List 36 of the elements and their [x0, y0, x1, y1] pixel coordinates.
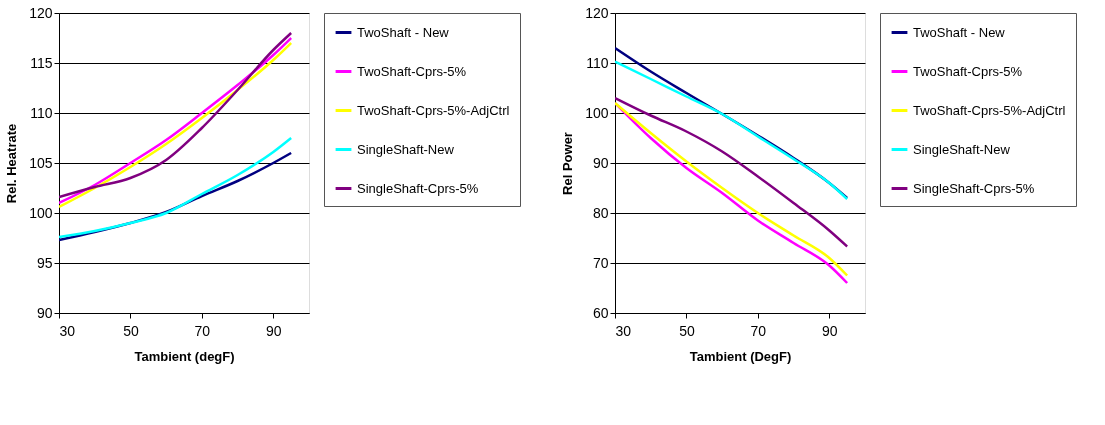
y-tick-label: 60: [592, 304, 609, 321]
x-tick-label: 30: [615, 322, 632, 339]
y-tick-label: 120: [29, 4, 53, 21]
legend-label: TwoShaft - New: [913, 24, 1006, 40]
y-tick-label: 70: [592, 254, 609, 271]
x-tick-label: 90: [822, 322, 838, 339]
y-tick-label: 115: [30, 54, 53, 71]
x-tick-label: 50: [123, 322, 139, 339]
y-tick-label: 100: [29, 204, 53, 221]
x-tick-label: 50: [679, 322, 695, 339]
legend-label: SingleShaft-New: [913, 141, 1011, 157]
legend-label: SingleShaft-Cprs-5%: [913, 180, 1035, 196]
x-tick-label: 70: [750, 322, 767, 339]
legend-label: TwoShaft-Cprs-5%-AdjCtrl: [913, 102, 1066, 118]
legend-label: TwoShaft-Cprs-5%: [357, 63, 467, 79]
y-tick-label: 80: [592, 204, 609, 221]
y-tick-label: 110: [586, 54, 609, 71]
y-axis-title: Rel. Heatrate: [4, 123, 20, 204]
legend-label: SingleShaft-New: [357, 141, 455, 157]
x-tick-label: 90: [266, 322, 282, 339]
y-tick-label: 110: [30, 104, 53, 121]
x-tick-label: 70: [194, 322, 211, 339]
x-axis-title: Tambient (degF): [134, 348, 235, 364]
x-axis-title: Tambient (DegF): [689, 348, 792, 364]
x-tick-label: 30: [59, 322, 76, 339]
legend-label: SingleShaft-Cprs-5%: [357, 180, 479, 196]
y-tick-label: 90: [36, 304, 53, 321]
y-axis-title: Rel Power: [560, 132, 576, 195]
legend-label: TwoShaft - New: [357, 24, 450, 40]
legend-label: TwoShaft-Cprs-5%: [913, 63, 1023, 79]
legend-label: TwoShaft-Cprs-5%-AdjCtrl: [357, 102, 510, 118]
y-tick-label: 95: [36, 254, 53, 271]
y-tick-label: 105: [29, 154, 53, 171]
y-tick-label: 120: [585, 4, 609, 21]
y-tick-label: 90: [592, 154, 609, 171]
y-tick-label: 100: [585, 104, 609, 121]
